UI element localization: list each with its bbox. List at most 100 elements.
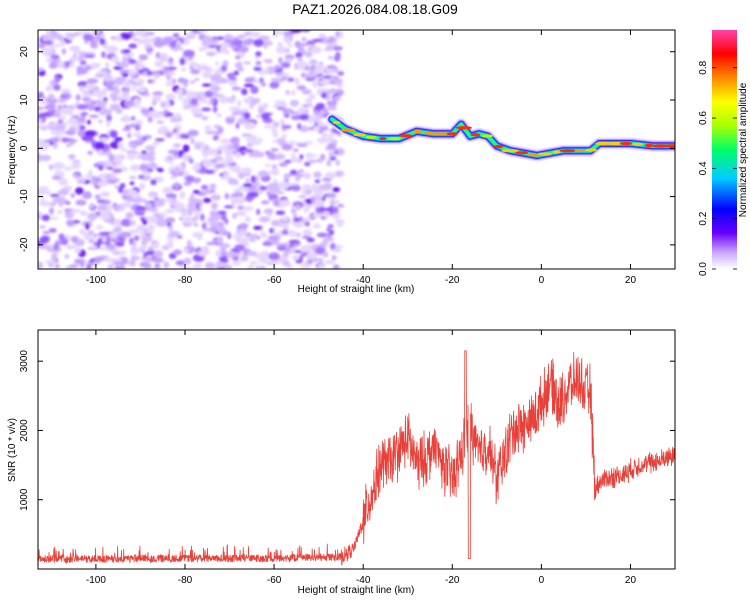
spectrogram-noise-blob — [315, 102, 326, 110]
spectrogram-noise-blob — [39, 154, 52, 162]
spectrogram-noise-blob — [258, 216, 271, 223]
spectrogram-noise-blob — [324, 172, 336, 180]
spectrogram-noise-blob — [328, 151, 335, 156]
spectrogram-noise-blob — [44, 259, 56, 264]
spectrogram-noise-blob — [241, 167, 253, 175]
spectrogram-noise-blob — [274, 30, 279, 36]
spectrogram-noise-blob — [187, 201, 196, 210]
spectrogram-noise-blob — [243, 61, 252, 65]
spectrogram-noise-blob — [57, 104, 62, 110]
spectrogram-noise-blob — [129, 123, 137, 128]
spectrogram-noise-blob — [333, 95, 341, 101]
spectrogram-noise-blob — [202, 45, 209, 51]
spectrogram-noise-blob — [81, 135, 94, 142]
spectrogram-noise-blob — [319, 79, 330, 86]
spectrogram-noise-blob — [277, 181, 290, 190]
spectrogram-noise-blob — [232, 142, 240, 150]
spectrogram-noise-blob — [329, 76, 336, 82]
spectrogram-ridge-peak — [432, 132, 450, 136]
spectrogram-noise-blob — [92, 245, 98, 249]
spectrogram-noise-blob — [337, 71, 345, 76]
spectrogram-noise-blob — [326, 192, 337, 198]
spectrogram-noise-blob — [322, 240, 328, 248]
spectrogram-noise-blob — [190, 69, 201, 75]
spectrogram-noise-blob — [305, 51, 313, 58]
spectrogram-noise-blob — [51, 44, 63, 48]
spectrogram-noise-blob — [192, 263, 200, 269]
spectrogram-noise-blob — [337, 84, 343, 89]
colorbar-ticks: 0.0 0.2 0.4 0.6 0.8 — [698, 60, 737, 276]
spectrogram-noise-blob — [90, 40, 97, 48]
spectrogram-ridge-peak — [663, 144, 675, 148]
spectrogram-noise-blob — [38, 43, 46, 49]
spectrogram-noise-blob — [253, 39, 264, 47]
spectrogram-noise-blob — [260, 250, 270, 257]
spectrogram-noise-blob — [152, 257, 164, 263]
spectrogram-noise-blob — [233, 70, 239, 76]
spectrogram-noise-blob — [163, 65, 168, 74]
spectrogram-noise-blob — [298, 219, 306, 223]
spectrogram-noise-blob — [151, 70, 162, 74]
spectrogram-noise-blob — [332, 264, 340, 269]
spectrogram-noise-blob — [326, 159, 332, 167]
spectrogram-noise-blob — [260, 231, 267, 238]
spectrogram-noise-blob — [132, 132, 143, 138]
spectrogram-noise-blob — [248, 233, 259, 239]
spectrogram-noise-blob — [300, 30, 311, 33]
spectrogram-noise-blob — [334, 149, 339, 155]
spectrogram-noise-blob — [86, 263, 92, 269]
spectrogram-noise-blob — [182, 216, 193, 224]
spectrogram-noise-blob — [125, 211, 134, 219]
spectrogram-noise-blob — [93, 163, 100, 168]
spectrogram-noise-blob — [119, 231, 132, 238]
spectrogram-noise-blob — [223, 34, 234, 42]
snr-x-tick-label: 20 — [625, 575, 637, 586]
spectrogram-noise-blob — [147, 32, 155, 36]
spectrogram-noise-blob — [290, 89, 296, 96]
spectrogram-noise-blob — [334, 170, 345, 177]
spectrogram-ridge-peak — [423, 131, 436, 135]
spectrogram-noise-blob — [98, 110, 111, 116]
spectrogram-noise — [38, 30, 345, 269]
spectrogram-x-ticks: -100 -80 -60 -40 -20 0 20 — [86, 30, 636, 286]
spectrogram-noise-blob — [263, 43, 268, 49]
spectrogram-noise-blob — [286, 77, 295, 82]
spectrogram-noise-blob — [94, 194, 101, 200]
spectrogram-noise-blob — [212, 135, 219, 141]
spectrogram-noise-blob — [255, 61, 262, 65]
spectrogram-ridge-peak — [446, 132, 458, 136]
spectrogram-noise-blob — [38, 140, 46, 148]
spectrogram-noise-blob — [54, 196, 66, 203]
spectrogram-noise-blob — [323, 182, 333, 190]
spectrogram-noise-blob — [177, 96, 184, 101]
spectrogram-noise-blob — [115, 241, 125, 247]
spectrogram-noise-blob — [296, 122, 302, 130]
spectrogram-noise-blob — [145, 250, 157, 256]
spectrogram-noise-blob — [106, 45, 119, 54]
spectrogram-noise-blob — [69, 62, 75, 68]
spectrogram-noise-blob — [162, 186, 174, 195]
spectrogram-noise-blob — [73, 31, 81, 36]
spectrogram-noise-blob — [74, 247, 82, 254]
spectrogram-noise-blob — [261, 112, 270, 120]
spectrogram-noise-blob — [114, 80, 124, 86]
spectrogram-noise-blob — [183, 257, 192, 265]
spectrogram-noise-blob — [65, 244, 77, 250]
spectrogram-ridge-peak — [574, 149, 585, 153]
spectrogram-noise-blob — [138, 245, 148, 250]
spectrogram-noise-blob — [281, 133, 287, 140]
spectrogram-noise-blob — [148, 194, 156, 199]
spectrogram-noise-blob — [175, 131, 181, 140]
spectrogram-noise-blob — [38, 225, 46, 229]
spectrogram-noise-blob — [38, 106, 45, 111]
spectrogram-noise-blob — [155, 138, 165, 142]
spectrogram-noise-blob — [66, 219, 74, 227]
snr-x-tick-label: -60 — [267, 575, 282, 586]
spectrogram-noise-blob — [108, 154, 114, 162]
spectrogram-noise-blob — [309, 65, 317, 69]
spectrogram-ridge — [326, 113, 675, 162]
spectrogram-noise-blob — [289, 30, 302, 34]
spectrogram-ridge-peak — [470, 133, 481, 137]
spectrogram-noise-blob — [152, 141, 160, 146]
spectrogram-noise-blob — [194, 112, 203, 116]
